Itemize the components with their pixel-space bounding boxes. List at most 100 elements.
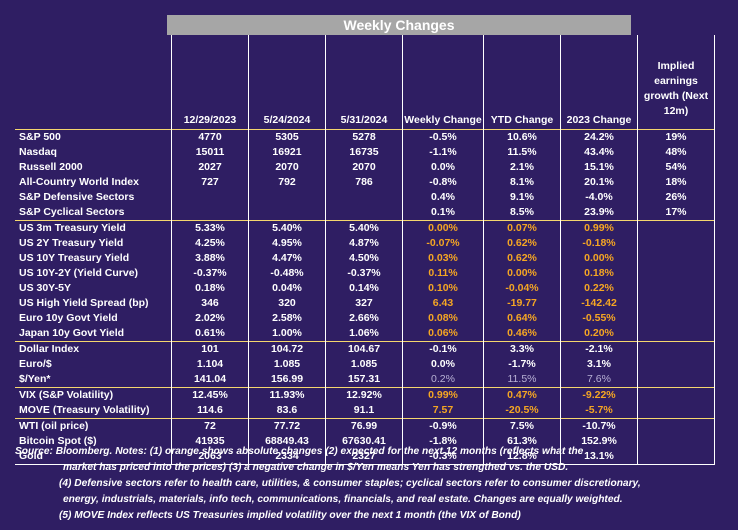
cell-col-1: 1.104	[171, 357, 249, 372]
cell-col-7	[637, 434, 715, 449]
cell-col-2: 5305	[248, 129, 326, 145]
cell-col-4: 0.2%	[402, 372, 484, 388]
cell-col-4: -0.3%	[402, 449, 484, 465]
cell-col-6: 7.6%	[560, 372, 638, 388]
cell-col-1: 114.6	[171, 403, 249, 419]
row-label: All-Country World Index	[19, 176, 139, 188]
cell-col-4: 0.10%	[402, 281, 484, 296]
table-row: Euro 10y Govt Yield 2.02% 2.58% 2.66% 0.08% 0…	[15, 311, 715, 326]
table-row: Nasdaq 15011 16921 16735 -1.1% 11.5% 43.4% 48%	[15, 145, 715, 160]
cell-col-2: 16921	[248, 145, 326, 160]
cell-col-6: 15.1%	[560, 160, 638, 175]
cell-col-5: 11.5%	[483, 372, 561, 388]
cell-col-6: -142.42	[560, 296, 638, 311]
row-label: Bitcoin Spot ($)	[19, 435, 97, 447]
cell-col-5: 61.3%	[483, 434, 561, 449]
cell-col-1: 4.25%	[171, 236, 249, 251]
cell-col-7: 19%	[637, 129, 715, 145]
cell-col-3: 16735	[325, 145, 403, 160]
cell-col-1	[171, 190, 249, 205]
cell-col-5: 0.64%	[483, 311, 561, 326]
cell-col-7: 48%	[637, 145, 715, 160]
cell-col-6: 13.1%	[560, 449, 638, 465]
cell-col-7	[637, 403, 715, 419]
cell-col-2: 1.085	[248, 357, 326, 372]
cell-col-4: -0.9%	[402, 418, 484, 434]
table-row: US 10Y-2Y (Yield Curve) -0.37% -0.48% -0.37…	[15, 266, 715, 281]
cell-col-6: 0.22%	[560, 281, 638, 296]
cell-col-2: 4.47%	[248, 251, 326, 266]
cell-col-3: 12.92%	[325, 387, 403, 403]
cell-col-4: 0.99%	[402, 387, 484, 403]
cell-col-4: 0.08%	[402, 311, 484, 326]
table-title: Weekly Changes	[167, 15, 631, 35]
row-label: Japan 10y Govt Yield	[19, 327, 125, 339]
note-line-3: (4) Defensive sectors refer to health ca…	[59, 478, 641, 489]
header-col-7: Implied earnings growth (Next 12m)	[637, 35, 715, 130]
header-col-6: 2023 Change	[560, 35, 638, 130]
cell-col-5: 0.62%	[483, 236, 561, 251]
cell-col-5: -1.7%	[483, 357, 561, 372]
row-label: WTI (oil price)	[15, 418, 172, 434]
row-label: S&P Defensive Sectors	[19, 191, 135, 203]
cell-col-3: 4.87%	[325, 236, 403, 251]
cell-col-6: -9.22%	[560, 387, 638, 403]
cell-col-3: 2.66%	[325, 311, 403, 326]
cell-col-7	[637, 220, 715, 236]
cell-col-7	[637, 372, 715, 388]
cell-col-1: 2.02%	[171, 311, 249, 326]
cell-col-7: 18%	[637, 175, 715, 190]
cell-col-2: 2070	[248, 160, 326, 175]
cell-col-2: 11.93%	[248, 387, 326, 403]
cell-col-2	[248, 205, 326, 221]
cell-col-6: -0.18%	[560, 236, 638, 251]
header-row: 12/29/2023 5/24/2024 5/31/2024 Weekly Ch…	[15, 35, 715, 130]
cell-col-2: 792	[248, 175, 326, 190]
cell-col-4: -0.5%	[402, 129, 484, 145]
cell-col-7	[637, 296, 715, 311]
cell-col-4: 0.00%	[402, 220, 484, 236]
cell-col-1: 0.61%	[171, 326, 249, 342]
cell-col-4: 0.0%	[402, 357, 484, 372]
table-row: US High Yield Spread (bp) 346 320 327 6.43 -1…	[15, 296, 715, 311]
cell-col-4: 0.1%	[402, 205, 484, 221]
cell-col-2: -0.48%	[248, 266, 326, 281]
cell-col-5: -19.77	[483, 296, 561, 311]
header-col-3: 5/31/2024	[325, 35, 403, 130]
cell-col-2	[248, 190, 326, 205]
cell-col-6: -10.7%	[560, 418, 638, 434]
cell-col-6: -0.55%	[560, 311, 638, 326]
cell-col-4: -0.8%	[402, 175, 484, 190]
table-row: US 3m Treasury Yield 5.33% 5.40% 5.40% 0.00%…	[15, 220, 715, 236]
table-row: Dollar Index 101 104.72 104.67 -0.1% 3.3% -2.1…	[15, 341, 715, 357]
cell-col-2: 77.72	[248, 418, 326, 434]
row-label: US 30Y-5Y	[19, 282, 71, 294]
cell-col-2: 0.04%	[248, 281, 326, 296]
cell-col-3: 1.06%	[325, 326, 403, 342]
cell-col-7	[637, 449, 715, 465]
note-line-4: energy, industrials, materials, info tec…	[63, 494, 623, 505]
table-row: $/Yen* 141.04 156.99 157.31 0.2% 11.5% 7.6%	[15, 372, 715, 388]
row-label: Gold	[15, 449, 172, 465]
cell-col-7: 17%	[637, 205, 715, 221]
cell-col-3: 5278	[325, 129, 403, 145]
cell-col-1: 2063	[171, 449, 249, 465]
cell-col-2: 2.58%	[248, 311, 326, 326]
cell-col-7	[637, 266, 715, 281]
cell-col-5: 8.5%	[483, 205, 561, 221]
table-row: US 30Y-5Y 0.18% 0.04% 0.14% 0.10% -0.04% 0.22%	[15, 281, 715, 296]
table-row: US 10Y Treasury Yield 3.88% 4.47% 4.50% 0.03…	[15, 251, 715, 266]
cell-col-5: 10.6%	[483, 129, 561, 145]
cell-col-7: 26%	[637, 190, 715, 205]
table-body: S&P 500 4770 5305 5278 -0.5% 10.6% 24.2% 19% Nas…	[15, 129, 715, 465]
cell-col-6: -5.7%	[560, 403, 638, 419]
cell-col-5: 0.00%	[483, 266, 561, 281]
row-label: Euro/$	[19, 358, 52, 370]
cell-col-6: 43.4%	[560, 145, 638, 160]
cell-col-4: 0.03%	[402, 251, 484, 266]
cell-col-3: 327	[325, 296, 403, 311]
cell-col-2: 2334	[248, 449, 326, 465]
row-label: Russell 2000	[19, 161, 83, 173]
cell-col-1: 5.33%	[171, 220, 249, 236]
cell-col-4: -0.1%	[402, 341, 484, 357]
